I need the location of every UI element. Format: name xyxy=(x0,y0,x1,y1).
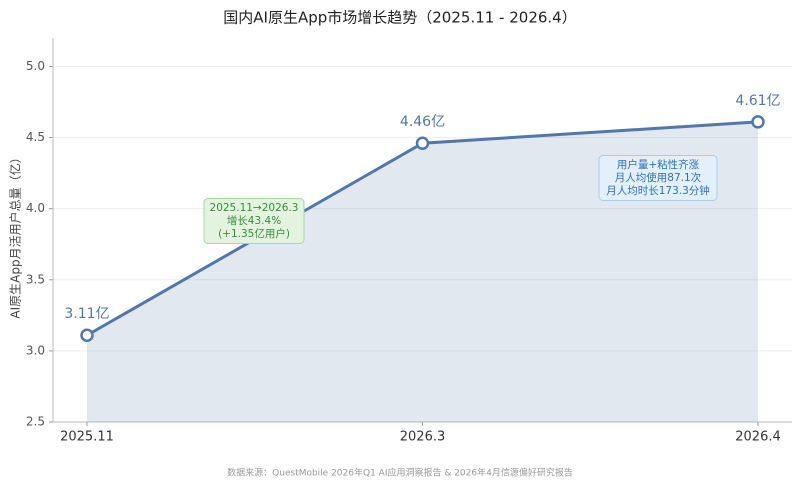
annotation-text: 2025.11→2026.3 xyxy=(210,202,299,214)
source-note: 数据来源：QuestMobile 2026年Q1 AI应用洞察报告 & 2026… xyxy=(227,467,573,479)
data-label: 4.46亿 xyxy=(400,114,445,130)
annotation-box xyxy=(598,155,718,201)
annotation-text: 用户量+粘性齐涨 xyxy=(617,158,700,171)
y-tick-label: 5.0 xyxy=(26,59,45,73)
y-axis-label: AI原生App月活用户总量（亿） xyxy=(8,151,23,318)
y-tick-label: 2.5 xyxy=(26,415,45,429)
annotation-text: (+1.35亿用户) xyxy=(218,227,290,240)
annotation-text: 月人均使用87.1次 xyxy=(615,171,702,184)
x-tick-label: 2025.11 xyxy=(60,430,114,445)
chart-title: 国内AI原生App市场增长趋势（2025.11 - 2026.4） xyxy=(223,9,576,27)
area-fill xyxy=(87,121,758,423)
y-tick-label: 4.5 xyxy=(26,130,45,144)
data-label: 3.11亿 xyxy=(64,306,109,322)
marker xyxy=(415,136,430,150)
y-tick-label: 3.0 xyxy=(26,343,45,357)
marker xyxy=(751,115,765,129)
annotation-text: 月人均时长173.3分钟 xyxy=(606,184,710,197)
annotation-box xyxy=(203,198,305,244)
annotation-text: 增长43.4% xyxy=(227,214,281,227)
data-label: 4.61亿 xyxy=(735,93,780,109)
x-tick-label: 2026.4 xyxy=(735,430,781,445)
y-tick-label: 3.5 xyxy=(26,272,45,286)
marker xyxy=(80,328,94,342)
x-tick-label: 2026.3 xyxy=(400,430,446,445)
y-tick-label: 4.0 xyxy=(26,201,45,215)
